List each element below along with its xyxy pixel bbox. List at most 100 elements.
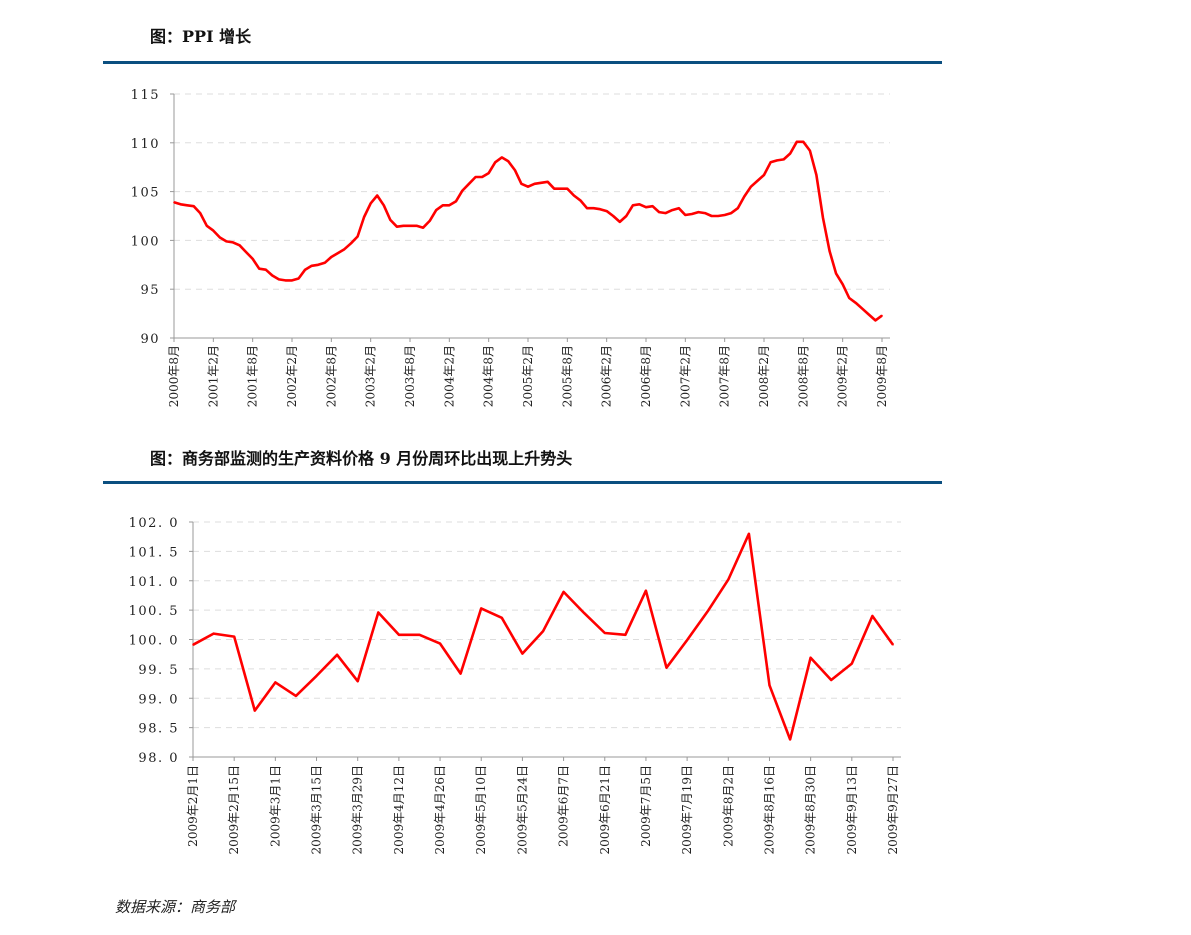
- x-tick-label: 2002年8月: [324, 345, 338, 407]
- data-point: [677, 207, 680, 209]
- data-point: [295, 695, 297, 697]
- data-source-note: 数据来源：商务部: [115, 898, 236, 916]
- data-point: [304, 268, 306, 271]
- data-point: [481, 176, 483, 178]
- data-point: [559, 187, 562, 190]
- data-point: [645, 206, 647, 209]
- series-line: [173, 140, 883, 322]
- data-point: [455, 200, 457, 203]
- data-point: [603, 632, 606, 634]
- data-point: [377, 611, 380, 614]
- y-tick-label: 95: [140, 283, 160, 298]
- data-point: [710, 215, 713, 217]
- data-point: [356, 680, 359, 683]
- data-point: [501, 616, 503, 619]
- data-point: [173, 201, 175, 204]
- data-point: [671, 209, 674, 211]
- data-point: [645, 589, 647, 592]
- data-point: [586, 207, 588, 209]
- data-point: [638, 203, 641, 206]
- x-tick-label: 2009年4月12日: [392, 765, 406, 854]
- data-point: [881, 314, 883, 317]
- y-tick-label: 99. 5: [138, 663, 179, 678]
- x-tick-label: 2008年8月: [796, 345, 810, 407]
- y-tick-label: 110: [131, 137, 160, 152]
- data-point: [336, 653, 338, 656]
- data-point: [258, 267, 261, 270]
- x-tick-label: 2009年6月7日: [557, 765, 571, 847]
- data-point: [284, 279, 287, 282]
- data-point: [599, 208, 601, 210]
- data-point: [546, 181, 549, 183]
- y-tick-label: 101. 0: [129, 575, 179, 590]
- data-point: [665, 666, 668, 669]
- data-point: [330, 256, 333, 258]
- data-point: [727, 578, 730, 581]
- data-point: [212, 632, 215, 635]
- x-tick-label: 2009年3月29日: [351, 765, 365, 854]
- x-tick-label: 2009年9月13日: [845, 765, 859, 854]
- x-tick-label: 2003年8月: [403, 345, 417, 407]
- data-point: [310, 264, 313, 267]
- data-point: [540, 182, 542, 184]
- data-point: [768, 684, 771, 687]
- data-point: [717, 215, 719, 217]
- y-tick-label: 100: [131, 234, 160, 249]
- data-point: [369, 202, 372, 205]
- data-point: [520, 182, 523, 185]
- y-tick-label: 115: [131, 88, 160, 103]
- data-point: [782, 158, 785, 161]
- data-point: [736, 207, 739, 209]
- data-point: [461, 189, 464, 192]
- chart-2: 98. 0 98. 5 99. 0 99. 5 100. 0 100. 5 101. 0 10…: [129, 516, 901, 854]
- data-point: [789, 152, 792, 155]
- data-point: [822, 217, 824, 219]
- data-point: [363, 216, 365, 218]
- data-point: [658, 211, 660, 213]
- data-point: [356, 235, 359, 238]
- data-point: [553, 187, 556, 190]
- data-point: [828, 250, 831, 252]
- title-divider: [103, 481, 942, 484]
- data-point: [409, 224, 411, 227]
- data-point: [480, 607, 483, 610]
- chart1-title: 图：PPI 增长: [150, 27, 252, 46]
- data-point: [632, 204, 634, 207]
- data-point: [533, 182, 536, 185]
- data-point: [521, 652, 524, 655]
- y-tick-label: 98. 5: [138, 722, 179, 737]
- data-point: [542, 630, 544, 633]
- y-tick-label: 105: [131, 186, 160, 201]
- data-point: [748, 532, 750, 535]
- x-tick-label: 2009年7月5日: [639, 765, 653, 847]
- x-tick-label: 2009年8月16日: [762, 765, 776, 854]
- data-point: [664, 212, 667, 214]
- data-point: [291, 279, 293, 282]
- data-point: [323, 262, 326, 264]
- data-point: [651, 205, 654, 208]
- data-point: [179, 203, 182, 206]
- data-point: [809, 149, 811, 152]
- data-point: [566, 187, 569, 190]
- x-tick-label: 2009年4月26日: [433, 765, 447, 854]
- x-tick-label: 2004年2月: [442, 345, 456, 407]
- data-point: [264, 268, 267, 271]
- data-point: [763, 174, 765, 176]
- data-point: [418, 634, 421, 636]
- data-point: [830, 679, 833, 681]
- x-tick-label: 2009年8月2日: [721, 765, 735, 847]
- data-point: [398, 634, 400, 636]
- data-point: [428, 220, 431, 222]
- x-tick-label: 2009年3月15日: [310, 765, 324, 854]
- x-tick-label: 2009年5月24日: [515, 765, 529, 854]
- data-point: [192, 205, 195, 208]
- data-point: [500, 156, 503, 159]
- data-point: [697, 211, 700, 213]
- data-point: [448, 204, 451, 207]
- data-point: [868, 313, 870, 316]
- data-point: [618, 221, 621, 223]
- data-point: [789, 738, 791, 741]
- data-point: [835, 272, 837, 275]
- data-point: [376, 194, 379, 197]
